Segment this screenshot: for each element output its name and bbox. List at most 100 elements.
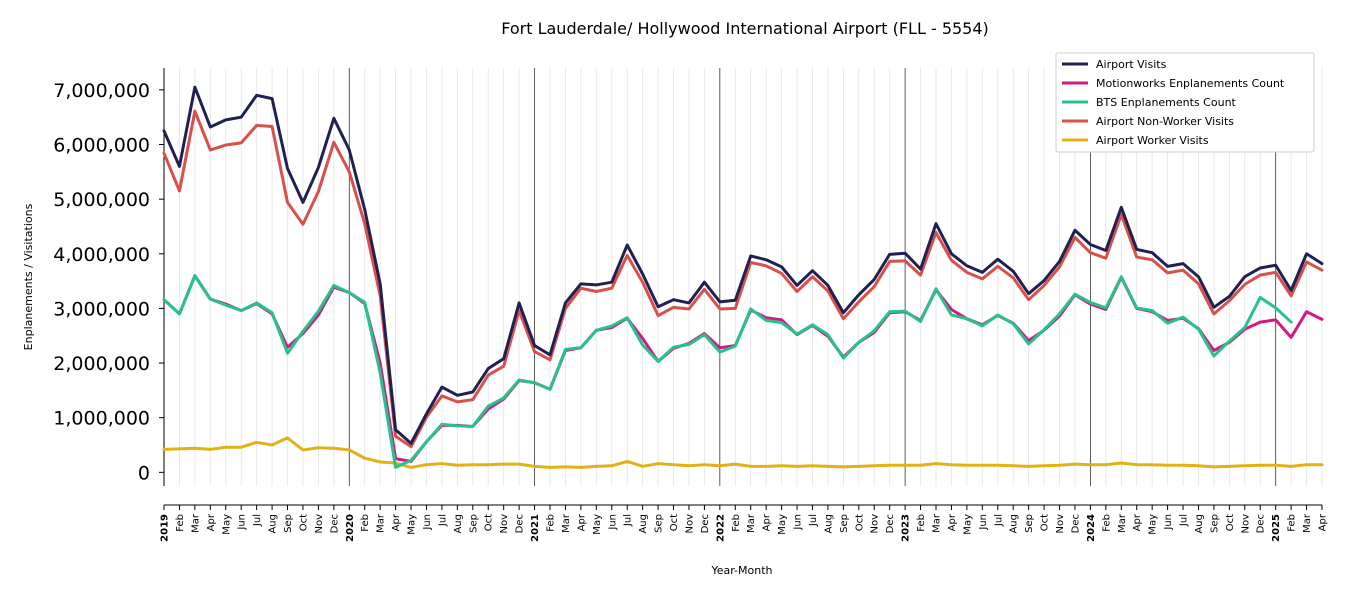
x-tick-label: Jun bbox=[978, 514, 989, 531]
x-tick-label: Jul bbox=[252, 514, 263, 527]
x-tick-label: Feb bbox=[731, 514, 742, 532]
x-tick-label: Apr bbox=[762, 513, 773, 531]
x-tick-label: Aug bbox=[1194, 514, 1205, 534]
x-tick-label: Jun bbox=[237, 514, 248, 531]
x-tick-label: Oct bbox=[484, 514, 495, 531]
x-tick-label: Apr bbox=[206, 513, 217, 531]
x-tick-label: May bbox=[221, 514, 232, 535]
y-tick-label: 4,000,000 bbox=[53, 244, 150, 266]
x-tick-label: Mar bbox=[376, 513, 387, 533]
x-tick-label: Feb bbox=[546, 514, 557, 532]
legend-box bbox=[1055, 52, 1315, 153]
x-tick-label: Jul bbox=[623, 514, 634, 527]
x-tick-label: Oct bbox=[854, 514, 865, 531]
x-tick-label: 2023 bbox=[901, 514, 912, 542]
x-tick-label: Apr bbox=[576, 513, 587, 531]
legend-label: Airport Visits bbox=[1096, 58, 1167, 71]
x-tick-label: 2021 bbox=[530, 514, 541, 542]
x-tick-label: Mar bbox=[561, 513, 572, 533]
x-tick-label: Dec bbox=[1070, 514, 1081, 533]
x-tick-label: May bbox=[407, 514, 418, 535]
x-tick-label: Aug bbox=[453, 514, 464, 534]
axes bbox=[163, 68, 1322, 506]
x-tick-label: Oct bbox=[1040, 514, 1051, 531]
series-line-1 bbox=[162, 274, 1324, 463]
x-axis-ticks: 2019 Feb Mar Apr May Jun Jul Aug Sep Oct Nov Dec 202… bbox=[160, 505, 1329, 542]
x-tick-label: Aug bbox=[268, 514, 279, 534]
x-tick-label: Feb bbox=[916, 514, 927, 532]
y-axis-ticks: 0 1,000,000 2,000,000 3,000,000 4,000,000 5,0… bbox=[53, 80, 164, 484]
x-tick-label: Mar bbox=[746, 513, 757, 533]
x-tick-label: Dec bbox=[700, 514, 711, 533]
legend-label: Airport Non-Worker Visits bbox=[1096, 115, 1234, 128]
x-tick-label: Nov bbox=[1055, 514, 1066, 534]
series-line-0 bbox=[162, 85, 1324, 445]
x-tick-label: Sep bbox=[654, 514, 665, 533]
y-tick-label: 1,000,000 bbox=[53, 408, 150, 430]
y-tick-label: 7,000,000 bbox=[53, 80, 150, 102]
x-tick-label: 2020 bbox=[345, 514, 356, 542]
x-tick-label: Dec bbox=[329, 514, 340, 533]
legend-label: Motionworks Enplanements Count bbox=[1096, 77, 1285, 90]
x-tick-label: Jul bbox=[437, 514, 448, 527]
y-tick-label: 2,000,000 bbox=[53, 353, 150, 375]
x-tick-label: Dec bbox=[1256, 514, 1267, 533]
x-tick-label: Jul bbox=[1179, 514, 1190, 527]
x-tick-label: Sep bbox=[283, 514, 294, 533]
x-tick-label: 2019 bbox=[160, 514, 171, 542]
x-tick-label: Apr bbox=[1132, 513, 1143, 531]
x-tick-label: 2022 bbox=[715, 514, 726, 542]
series-line-4 bbox=[162, 436, 1324, 469]
x-tick-label: Oct bbox=[1225, 514, 1236, 531]
x-tick-label: Sep bbox=[1209, 514, 1220, 533]
x-axis-label: Year-Month bbox=[710, 564, 772, 577]
x-tick-label: Aug bbox=[638, 514, 649, 534]
x-tick-label: Jun bbox=[1163, 514, 1174, 531]
x-tick-label: Sep bbox=[1024, 514, 1035, 533]
x-tick-label: Feb bbox=[1287, 514, 1298, 532]
x-tick-label: Jul bbox=[808, 514, 819, 527]
x-tick-label: Jun bbox=[793, 514, 804, 531]
x-tick-label: Mar bbox=[1302, 513, 1313, 533]
x-tick-label: Apr bbox=[391, 513, 402, 531]
x-tick-label: Apr bbox=[947, 513, 958, 531]
legend-label: Airport Worker Visits bbox=[1096, 134, 1209, 147]
x-tick-label: Oct bbox=[669, 514, 680, 531]
x-tick-label: Sep bbox=[839, 514, 850, 533]
x-tick-label: Feb bbox=[175, 514, 186, 532]
x-tick-label: Jun bbox=[607, 514, 618, 531]
x-tick-label: 2024 bbox=[1086, 514, 1097, 542]
y-tick-label: 5,000,000 bbox=[53, 189, 150, 211]
series-lines bbox=[162, 85, 1324, 469]
x-tick-label: May bbox=[592, 514, 603, 535]
y-axis-label: Enplanements / Visitations bbox=[22, 203, 35, 350]
series-line-2 bbox=[162, 274, 1293, 469]
x-tick-label: Sep bbox=[468, 514, 479, 533]
x-tick-label: May bbox=[1148, 514, 1159, 535]
x-tick-label: Jul bbox=[993, 514, 1004, 527]
y-tick-label: 3,000,000 bbox=[53, 298, 150, 320]
x-tick-label: May bbox=[777, 514, 788, 535]
x-tick-label: Dec bbox=[885, 514, 896, 533]
y-tick-label: 6,000,000 bbox=[53, 134, 150, 156]
x-tick-label: Aug bbox=[1009, 514, 1020, 534]
legend: Airport Visits Motionworks Enplanements C… bbox=[1055, 52, 1315, 153]
x-tick-label: Feb bbox=[360, 514, 371, 532]
x-tick-label: Feb bbox=[1101, 514, 1112, 532]
x-tick-label: Nov bbox=[684, 514, 695, 534]
legend-label: BTS Enplanements Count bbox=[1096, 96, 1237, 109]
x-tick-label: Mar bbox=[190, 513, 201, 533]
x-tick-label: Apr bbox=[1318, 513, 1329, 531]
x-tick-label: Mar bbox=[932, 513, 943, 533]
x-tick-label: Aug bbox=[823, 514, 834, 534]
x-tick-label: Oct bbox=[298, 514, 309, 531]
series-line-3 bbox=[162, 109, 1324, 449]
x-tick-label: Nov bbox=[314, 514, 325, 534]
y-tick-label: 0 bbox=[138, 462, 150, 484]
x-tick-label: Nov bbox=[499, 514, 510, 534]
chart-title: Fort Lauderdale/ Hollywood International… bbox=[501, 19, 989, 38]
x-tick-label: Nov bbox=[870, 514, 881, 534]
x-tick-label: 2025 bbox=[1271, 514, 1282, 542]
x-tick-label: Nov bbox=[1240, 514, 1251, 534]
